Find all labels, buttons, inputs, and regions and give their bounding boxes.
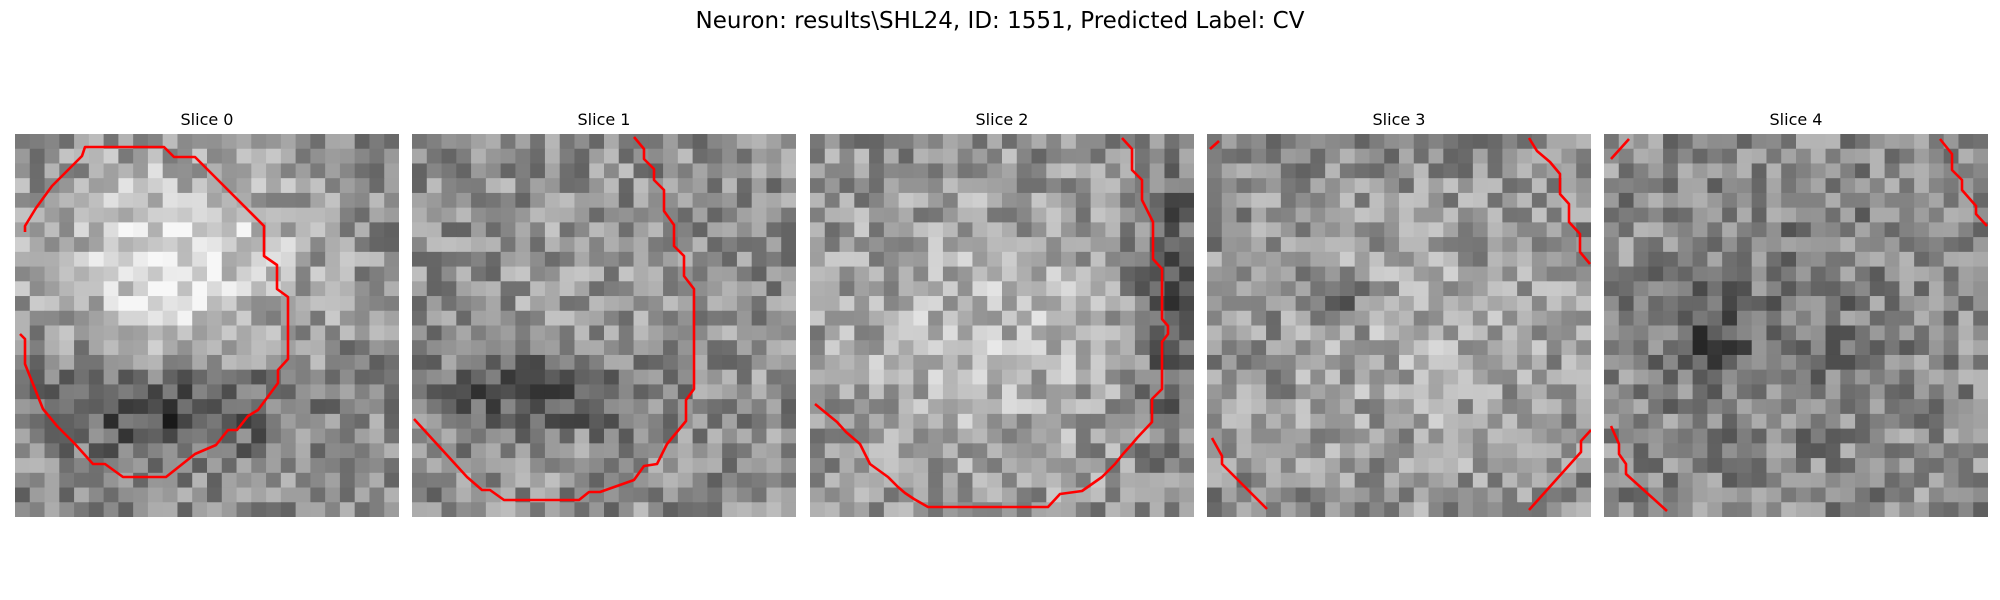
slice-title-3: Slice 3 bbox=[1372, 110, 1426, 129]
contour-line bbox=[1527, 137, 1591, 265]
slice-panel-4: Slice 4 bbox=[1604, 110, 1988, 517]
contour-line bbox=[1610, 138, 1630, 160]
slice-panel-0: Slice 0 bbox=[15, 110, 399, 517]
slice-image-2 bbox=[810, 134, 1194, 517]
contour-line bbox=[1938, 138, 1988, 227]
figure-title: Neuron: results\SHL24, ID: 1551, Predict… bbox=[695, 8, 1305, 34]
contour-line bbox=[1609, 425, 1668, 512]
slice-title-4: Slice 4 bbox=[1769, 110, 1823, 129]
slice-panel-2: Slice 2 bbox=[810, 110, 1194, 517]
contour-line bbox=[19, 145, 290, 479]
contour-line bbox=[413, 136, 696, 502]
slice-title-0: Slice 0 bbox=[180, 110, 234, 129]
slice-panel-3: Slice 3 bbox=[1207, 110, 1591, 517]
slice-title-2: Slice 2 bbox=[975, 110, 1029, 129]
contour-line bbox=[814, 137, 1170, 509]
contour-line bbox=[1209, 140, 1220, 150]
slice-panel-1: Slice 1 bbox=[412, 110, 796, 517]
contour-line bbox=[1528, 429, 1591, 511]
contour-line bbox=[1210, 437, 1268, 510]
slice-title-1: Slice 1 bbox=[577, 110, 631, 129]
slice-image-4 bbox=[1604, 134, 1988, 517]
slice-image-0 bbox=[15, 134, 399, 517]
slice-image-3 bbox=[1207, 134, 1591, 517]
slice-image-1 bbox=[412, 134, 796, 517]
